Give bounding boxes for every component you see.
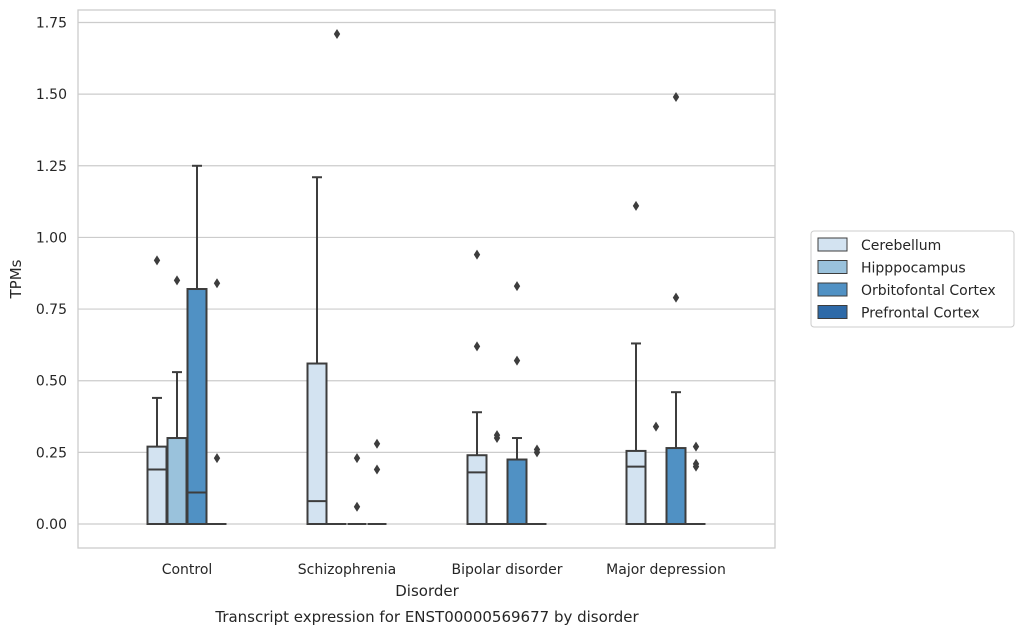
outlier-point [692,441,700,452]
box-body [166,437,188,525]
box-1-2 [347,453,367,525]
legend-swatch [817,305,848,319]
legend-label: Cerebellum [861,238,941,254]
outlier-point [173,275,181,286]
boxes [146,28,706,526]
box-0-0 [146,255,168,525]
box-3-1 [646,421,666,525]
box-3-3 [686,441,706,525]
box-1-1 [327,28,347,525]
outlier-point [513,355,521,366]
x-tick-label: Control [162,562,213,578]
x-tick-label: Schizophrenia [298,562,396,578]
y-tick-label: 0.50 [36,374,67,390]
legend-label: Prefrontal Cortex [861,306,980,322]
outlier-point [513,281,521,292]
outlier-point [493,433,501,444]
box-2-1 [487,430,507,525]
box-2-2 [506,281,528,525]
y-tick-label: 0.25 [36,445,67,461]
y-tick-label: 1.50 [36,87,67,103]
outlier-point [473,249,481,260]
box-1-0 [306,176,328,525]
y-tick-label: 0.00 [36,517,67,533]
box-body [186,288,208,525]
y-tick-label: 1.75 [36,16,67,32]
legend: Cerebellum Hipppocampus Orbitofontal Corte… [810,230,1015,328]
outlier-point [213,453,221,464]
legend-swatch [817,237,848,252]
outlier-point [213,278,221,289]
box-3-0 [625,200,647,525]
box-body [466,454,488,526]
legend-frame [810,230,1015,328]
x-tick-labels: Control Schizophrenia Bipolar disorder Majo… [162,562,726,578]
outlier-point [373,438,381,449]
outlier-point [632,200,640,211]
box-body [625,449,647,525]
y-tick-labels: 0.00 0.25 0.50 0.75 1.00 1.25 1.50 1.75 [36,16,67,534]
legend-swatch [817,282,848,297]
y-axis-label: TPMs [7,259,25,299]
x-tick-label: Bipolar disorder [451,562,562,578]
box-0-1 [166,275,188,525]
plot-frame [77,9,776,549]
outlier-point [672,92,680,103]
box-1-3 [367,438,387,525]
outlier-point [672,292,680,303]
box-body [665,447,687,525]
box-body [146,445,168,525]
outlier-point [353,501,361,512]
outlier-point [473,341,481,352]
box-body [306,362,328,525]
outlier-point [652,421,660,432]
legend-label: Hipppocampus [861,261,966,277]
legend-label: Orbitofontal Cortex [861,283,996,299]
y-tick-label: 0.75 [36,302,67,318]
outlier-point [153,255,161,266]
y-tick-label: 1.25 [36,159,67,175]
box-0-3 [207,278,227,525]
legend-swatch [817,260,848,274]
box-body [506,458,528,525]
outlier-point [692,461,700,472]
outlier-point [533,447,541,458]
box-2-3 [527,444,547,525]
chart-caption: Transcript expression for ENST0000056967… [214,608,639,626]
outlier-point [333,28,341,39]
x-axis-label: Disorder [395,582,459,600]
y-tick-label: 1.00 [36,230,67,246]
outlier-point [373,464,381,475]
box-0-2 [186,164,208,525]
x-tick-label: Major depression [606,562,726,578]
outlier-point [353,453,361,464]
box-3-2 [665,92,687,525]
box-2-0 [466,249,488,526]
